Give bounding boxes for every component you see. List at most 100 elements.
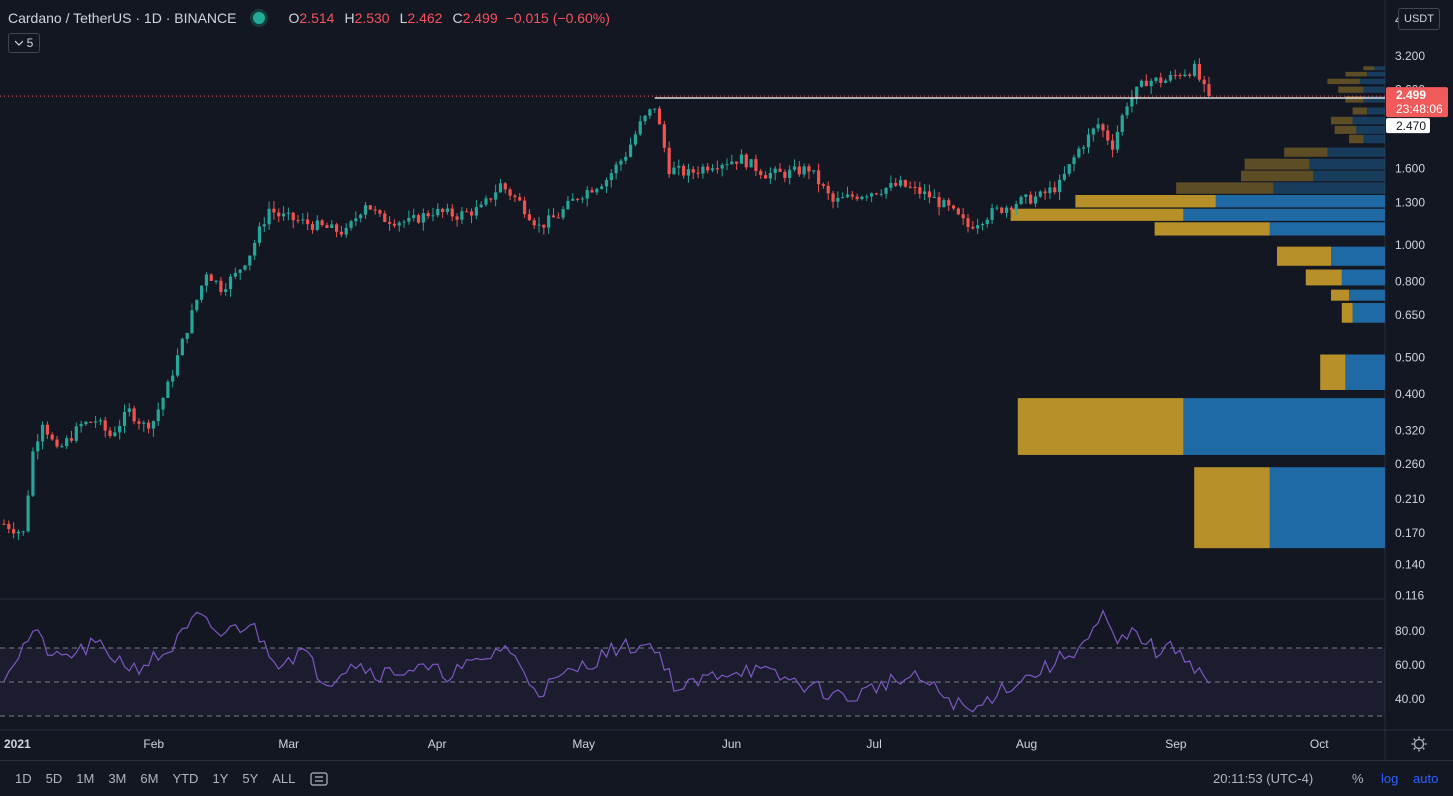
candle-body <box>763 175 768 179</box>
candle-body <box>1183 74 1187 77</box>
candle <box>884 187 888 199</box>
candle <box>469 208 474 224</box>
candle-body <box>1192 63 1197 76</box>
candle <box>84 420 88 426</box>
candle <box>339 225 343 238</box>
indicators-collapse-button[interactable]: 5 <box>8 33 40 53</box>
candle-body <box>816 170 821 185</box>
candle-body <box>942 200 946 208</box>
candle <box>1038 190 1042 199</box>
candle <box>402 219 406 228</box>
candle <box>291 212 295 229</box>
vp-row-down-4 <box>1349 289 1385 301</box>
candle <box>1125 102 1129 119</box>
auto-scale-button[interactable]: auto <box>1413 771 1439 786</box>
candle-body <box>209 274 213 281</box>
range-button-3m[interactable]: 3M <box>108 771 127 786</box>
candle-body <box>985 219 989 224</box>
candle <box>609 169 613 188</box>
candle <box>894 177 898 187</box>
range-button-6m[interactable]: 6M <box>140 771 159 786</box>
vp-row-up-4 <box>1331 289 1349 301</box>
candle-body <box>118 425 122 433</box>
candle <box>1082 144 1086 154</box>
gear-icon[interactable] <box>1411 736 1427 752</box>
vp-row-up-5 <box>1305 269 1342 286</box>
candle <box>243 264 247 272</box>
candle-body <box>551 215 556 218</box>
candle <box>334 222 339 238</box>
candle <box>36 433 40 460</box>
timezone-clock[interactable]: 20:11:53 (UTC-4) <box>1213 771 1314 786</box>
candle-body <box>291 212 295 221</box>
candle-body <box>1144 80 1148 87</box>
candle-body <box>788 169 792 179</box>
candle <box>204 272 209 293</box>
candle-body <box>783 171 787 179</box>
candle <box>151 420 156 437</box>
candle-body <box>971 226 975 229</box>
candle <box>122 404 127 434</box>
candle-body <box>715 168 719 170</box>
candle <box>561 206 565 220</box>
range-button-5y[interactable]: 5Y <box>242 771 259 786</box>
candle-body <box>600 186 604 189</box>
candle <box>436 203 440 218</box>
currency-button[interactable]: USDT <box>1398 8 1440 30</box>
candle-body <box>113 432 117 437</box>
candle-body <box>74 426 78 441</box>
candle-body <box>421 213 425 223</box>
candle <box>1029 191 1033 205</box>
candle-body <box>339 231 343 235</box>
candle-body <box>913 186 917 188</box>
candle-body <box>503 183 507 190</box>
goto-date-icon[interactable] <box>310 771 328 786</box>
open-value: 2.514 <box>299 10 335 26</box>
candle <box>1033 191 1038 208</box>
time-axis-label: Aug <box>1016 737 1037 751</box>
candle <box>619 158 623 172</box>
log-scale-button[interactable]: log <box>1381 771 1399 786</box>
candle <box>518 193 522 202</box>
range-button-all[interactable]: ALL <box>272 771 296 786</box>
symbol-title[interactable]: Cardano / TetherUS · 1D · BINANCE <box>8 10 237 26</box>
candle <box>368 204 372 211</box>
candle-body <box>1173 74 1177 76</box>
candle <box>93 415 98 428</box>
candle-body <box>845 194 850 198</box>
range-button-1m[interactable]: 1M <box>76 771 95 786</box>
candle <box>412 208 416 222</box>
candle <box>1106 124 1110 145</box>
candle <box>985 217 989 228</box>
candle-body <box>677 165 681 168</box>
vp-row-up-9 <box>1075 194 1216 208</box>
candle <box>50 432 54 441</box>
range-button-5d[interactable]: 5D <box>45 771 63 786</box>
range-button-ytd[interactable]: YTD <box>172 771 199 786</box>
candle-body <box>739 154 744 164</box>
candle-body <box>200 285 204 300</box>
candle <box>233 267 237 279</box>
candle <box>503 182 507 194</box>
chart-canvas[interactable]: 43.2002.6001.6001.3001.0000.8000.6500.50… <box>0 0 1453 760</box>
candle <box>735 161 739 170</box>
candle <box>416 213 421 224</box>
candle-body <box>1101 124 1105 131</box>
candle <box>571 193 575 201</box>
candle <box>248 255 252 271</box>
vp-row-down-20 <box>1359 78 1385 85</box>
percent-scale-button[interactable]: % <box>1352 771 1364 786</box>
candle <box>1120 113 1124 136</box>
range-button-1y[interactable]: 1Y <box>212 771 229 786</box>
candle-body <box>619 160 623 165</box>
candle <box>1053 181 1057 195</box>
candle <box>556 212 560 219</box>
vp-row-down-13 <box>1327 147 1385 157</box>
range-button-1d[interactable]: 1D <box>15 771 32 786</box>
candle <box>522 196 527 218</box>
candle <box>662 120 666 153</box>
candles <box>2 58 1211 540</box>
candle-body <box>89 421 93 423</box>
candle-body <box>306 219 310 225</box>
candle-body <box>903 179 907 187</box>
